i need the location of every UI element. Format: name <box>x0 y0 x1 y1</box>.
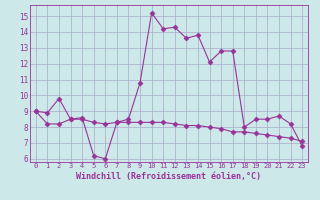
X-axis label: Windchill (Refroidissement éolien,°C): Windchill (Refroidissement éolien,°C) <box>76 172 261 181</box>
